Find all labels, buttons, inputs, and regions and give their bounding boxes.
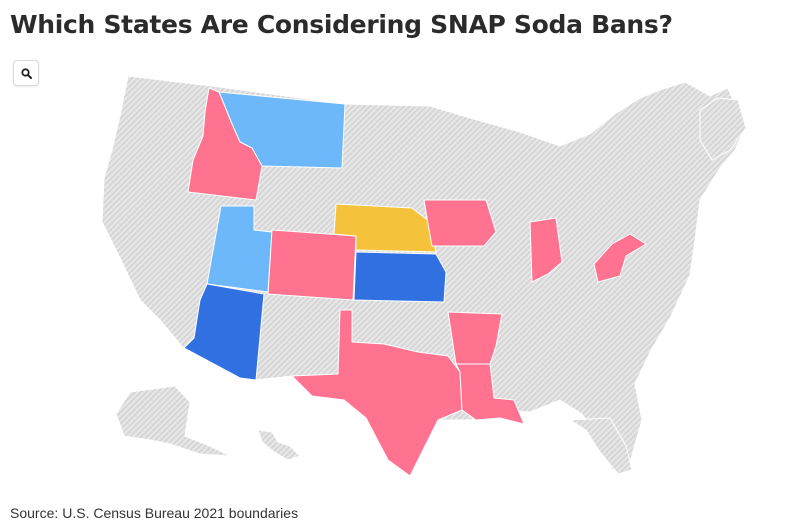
state-kansas[interactable] xyxy=(353,251,447,303)
state-arkansas[interactable] xyxy=(447,311,503,365)
state-texas[interactable] xyxy=(291,309,463,477)
page-title: Which States Are Considering SNAP Soda B… xyxy=(10,10,673,39)
state-colorado[interactable] xyxy=(267,229,357,301)
source-label: Source: xyxy=(10,505,59,521)
source-text: U.S. Census Bureau 2021 boundaries xyxy=(62,505,299,521)
state-iowa[interactable] xyxy=(423,199,497,247)
florida-base xyxy=(568,417,633,475)
new-england-base xyxy=(699,97,747,161)
state-west-virginia[interactable] xyxy=(593,233,647,283)
state-louisiana[interactable] xyxy=(455,363,525,425)
state-idaho[interactable] xyxy=(187,87,263,201)
state-nebraska[interactable] xyxy=(333,203,437,253)
search-icon xyxy=(20,67,32,79)
highlighted-states xyxy=(183,87,647,477)
us-map xyxy=(101,75,747,477)
state-indiana[interactable] xyxy=(529,217,563,283)
hawaii-base xyxy=(257,429,301,461)
state-arizona[interactable] xyxy=(183,283,265,381)
source-note: Source: U.S. Census Bureau 2021 boundarie… xyxy=(10,505,298,521)
search-button[interactable] xyxy=(13,60,39,86)
alaska-base xyxy=(115,385,231,457)
